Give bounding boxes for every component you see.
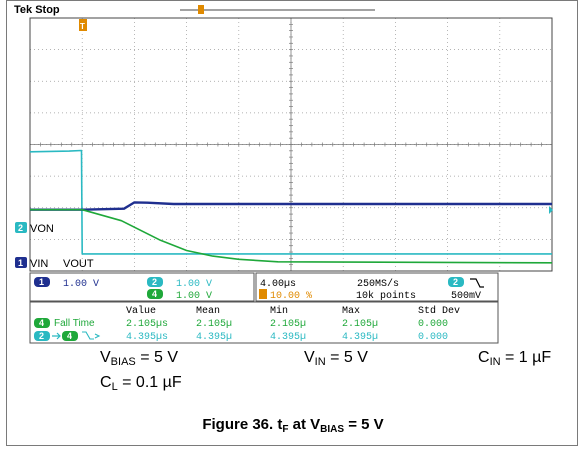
trigger-level: 500mV bbox=[451, 291, 481, 302]
meas-row-badge2-bg bbox=[62, 331, 78, 341]
ch2-badge: 2 bbox=[152, 277, 157, 287]
meas-value: 4.395µ bbox=[342, 332, 378, 343]
meas-value: 0.000 bbox=[418, 332, 448, 343]
cond-vbias: VBIAS = 5 V bbox=[100, 349, 178, 368]
trigger-channel: 2 bbox=[453, 277, 458, 287]
meas-row-badge: 4 bbox=[39, 318, 44, 328]
meas-header: Min bbox=[270, 305, 288, 317]
meas-value: 4.395µ bbox=[196, 332, 232, 343]
von-channel-marker: 2 bbox=[15, 222, 27, 233]
meas-value: 4.395µs bbox=[126, 332, 168, 343]
ch4-scale: 1.00 V bbox=[176, 291, 212, 302]
meas-header: Max bbox=[342, 306, 360, 317]
label-vin: VIN bbox=[30, 258, 48, 270]
meas-arrow-icon bbox=[52, 332, 61, 340]
trigger-position: 10.00 % bbox=[270, 291, 312, 302]
graticule bbox=[29, 17, 553, 272]
label-vout: VOUT bbox=[63, 258, 94, 270]
ch1-scale: 1.00 V bbox=[63, 279, 99, 290]
figure-frame bbox=[6, 0, 578, 446]
ch4-badge: 4 bbox=[152, 289, 157, 299]
cond-vin: VIN = 5 V bbox=[304, 349, 368, 368]
meas-header: Mean bbox=[196, 306, 220, 317]
trigger-position-marker: T bbox=[79, 19, 87, 31]
ch1-badge: 1 bbox=[39, 277, 44, 287]
meas-header: Value bbox=[126, 305, 156, 317]
meas-row-badge-bg bbox=[34, 318, 50, 328]
meas-value: 2.105µ bbox=[342, 319, 378, 330]
meas-value: 2.105µ bbox=[196, 319, 232, 330]
cond-cin: CIN = 1 µF bbox=[478, 349, 552, 368]
figure-caption: Figure 36. tF at VBIAS = 5 V bbox=[202, 416, 384, 435]
channel-scale-box: 1 1.00 V 2 1.00 V 4 1.00 V bbox=[29, 272, 255, 302]
vin-channel-id: 1 bbox=[18, 258, 23, 268]
record-length: 10k points bbox=[356, 290, 416, 302]
svg-text:T: T bbox=[80, 22, 85, 31]
time-per-div: 4.00µs bbox=[260, 279, 296, 290]
von-channel-id: 2 bbox=[18, 223, 23, 233]
timebase-box: 4.00µs 10.00 % 250MS/s 10k points 2 500m… bbox=[255, 272, 499, 302]
meas-row-badge2: 4 bbox=[67, 331, 72, 341]
vin-channel-marker: 1 bbox=[15, 257, 27, 268]
meas-header: Std Dev bbox=[418, 305, 460, 317]
scope-status: Tek Stop bbox=[14, 4, 60, 16]
trigger-level-arrow bbox=[549, 206, 553, 214]
trace-ch2 bbox=[29, 149, 552, 255]
meas-row-label: Fall Time bbox=[54, 318, 95, 329]
meas-row-badge-bg bbox=[34, 331, 50, 341]
record-bar-marker bbox=[198, 5, 204, 14]
ch2-scale: 1.00 V bbox=[176, 279, 212, 290]
trace-ch4 bbox=[30, 208, 553, 264]
meas-row-badge: 2 bbox=[39, 331, 44, 341]
plot-border bbox=[29, 17, 553, 272]
meas-falling-edge-icon bbox=[82, 331, 101, 340]
label-von: VON bbox=[30, 223, 54, 235]
meas-value: 2.105µ bbox=[270, 319, 306, 330]
cond-cl: CL = 0.1 µF bbox=[100, 374, 182, 393]
measurement-box: Value Mean Min Max Std Dev 4 Fall Time 2.105µs 2… bbox=[29, 301, 499, 344]
meas-value: 4.395µ bbox=[270, 332, 306, 343]
meas-value: 0.000 bbox=[418, 319, 448, 330]
traces bbox=[29, 149, 553, 264]
falling-edge-icon bbox=[470, 278, 484, 288]
meas-value: 2.105µs bbox=[126, 319, 168, 330]
sample-rate: 250MS/s bbox=[357, 278, 399, 290]
